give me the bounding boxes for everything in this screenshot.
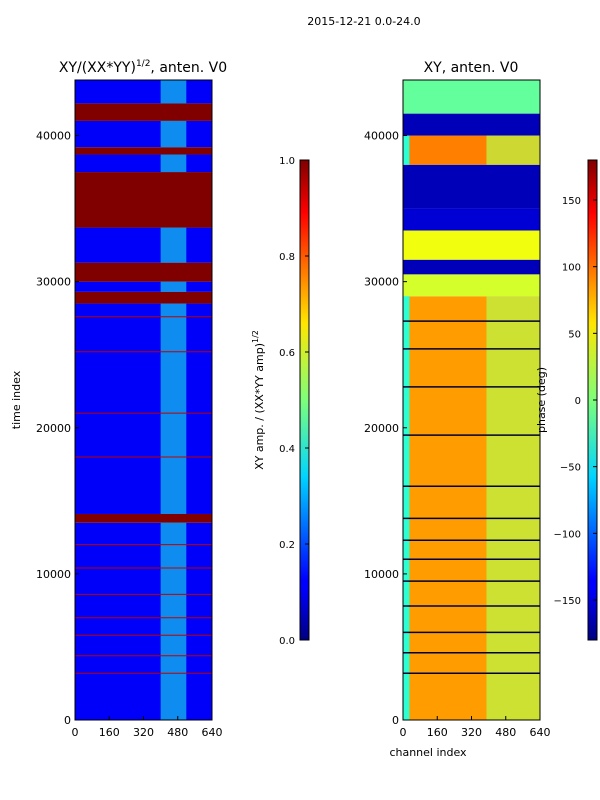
y-tick-label: 40000 — [364, 130, 399, 143]
panel-left: XY/(XX*YY)1/2, anten. V0 0 160 320 480 640 0… — [10, 59, 227, 739]
heatmap-column-band — [160, 80, 187, 104]
y-tick-label: 0 — [392, 714, 399, 727]
colorbar-left-label: XY amp. / (XX*YY amp)1/2 — [251, 330, 266, 470]
panel-left-title: XY/(XX*YY)1/2, anten. V0 — [59, 59, 227, 76]
heatmap-band — [75, 103, 212, 121]
y-tick-label: 20000 — [364, 422, 399, 435]
colorbar-tick-label: 0.2 — [279, 540, 295, 551]
panel-right-yticks: 0 10000 20000 30000 40000 — [364, 130, 407, 727]
panel-right-title: XY, anten. V0 — [424, 60, 519, 76]
y-tick-label: 40000 — [36, 130, 71, 143]
heatmap-band — [403, 274, 540, 297]
heatmap-column-band — [160, 303, 187, 514]
x-tick-label: 320 — [461, 726, 482, 739]
colorbar-tick-label: −100 — [554, 529, 581, 540]
colorbar-tick-label: 0 — [575, 396, 581, 407]
heatmap-column-band — [486, 135, 540, 165]
heatmap-column-band — [403, 135, 410, 165]
y-tick-label: 30000 — [36, 276, 71, 289]
heatmap-band — [75, 303, 212, 514]
heatmap-column-band — [160, 120, 187, 148]
colorbar-tick-label: 50 — [568, 329, 581, 340]
panel-right-xlabel: channel index — [389, 746, 467, 759]
x-tick-label: 0 — [72, 726, 79, 739]
x-tick-label: 160 — [99, 726, 120, 739]
y-tick-label: 0 — [64, 714, 71, 727]
colorbar-left-label-main: XY amp. / (XX*YY amp) — [253, 343, 266, 470]
heatmap-band — [75, 120, 212, 148]
colorbar-left-label-exp: 1/2 — [251, 330, 260, 343]
colorbar-tick-label: 150 — [562, 196, 581, 207]
y-tick-label: 30000 — [364, 276, 399, 289]
colorbar-left-gradient — [299, 159, 310, 641]
heatmap-band — [75, 154, 212, 173]
heatmap-band — [403, 208, 540, 231]
colorbar-tick-label: 0.0 — [279, 636, 295, 647]
figure-suptitle: 2015-12-21 0.0-24.0 — [307, 15, 420, 28]
colorbar-tick-label: 0.4 — [279, 444, 295, 455]
panel-right-xticks: 0 160 320 480 640 — [400, 716, 551, 739]
colorbar-tick-label: 0.8 — [279, 252, 295, 263]
heatmap-band — [75, 172, 212, 228]
y-tick-label: 20000 — [36, 422, 71, 435]
panel-right-heatmap — [403, 80, 540, 720]
heatmap-band — [403, 259, 540, 275]
colorbar-right-ticks: −150 −100 −50 0 50 100 150 — [554, 196, 597, 607]
heatmap-band — [75, 281, 212, 292]
panel-left-heatmap — [75, 80, 212, 720]
x-tick-label: 480 — [495, 726, 516, 739]
heatmap-band — [75, 291, 212, 304]
heatmap-column-band — [403, 296, 410, 720]
colorbar-right: −150 −100 −50 0 50 100 150 phase (deg) — [535, 159, 598, 641]
heatmap-column-band — [160, 281, 187, 292]
heatmap-column-band — [160, 522, 187, 720]
colorbar-tick-label: 1.0 — [279, 156, 295, 167]
panel-left-title-exp: 1/2 — [136, 59, 150, 69]
colorbar-right-label: phase (deg) — [535, 367, 548, 433]
heatmap-band — [75, 80, 212, 104]
x-tick-label: 320 — [133, 726, 154, 739]
y-tick-label: 10000 — [36, 568, 71, 581]
colorbar-tick-label: −150 — [554, 596, 581, 607]
panel-right: XY, anten. V0 0 160 320 480 640 0 10000 20000 3… — [364, 60, 551, 759]
x-tick-label: 160 — [427, 726, 448, 739]
heatmap-band — [75, 513, 212, 523]
x-tick-label: 0 — [400, 726, 407, 739]
panel-left-title-tail: , anten. V0 — [150, 60, 227, 76]
heatmap-band — [403, 113, 540, 136]
panel-left-ylabel: time index — [10, 370, 23, 429]
heatmap-band — [403, 230, 540, 260]
y-tick-label: 10000 — [364, 568, 399, 581]
heatmap-band — [75, 522, 212, 720]
heatmap-column-band — [160, 154, 187, 173]
panel-left-title-main: XY/(XX*YY) — [59, 60, 136, 76]
colorbar-tick-label: 0.6 — [279, 348, 295, 359]
heatmap-column-band — [486, 296, 540, 720]
x-tick-label: 480 — [167, 726, 188, 739]
heatmap-band — [75, 262, 212, 282]
panel-left-yticks: 0 10000 20000 30000 40000 — [36, 130, 79, 727]
heatmap-band — [75, 147, 212, 155]
heatmap-band — [403, 164, 540, 209]
colorbar-left: 0.0 0.2 0.4 0.6 0.8 1.0 XY amp. / (XX*YY amp)… — [251, 156, 310, 647]
panel-left-xticks: 0 160 320 480 640 — [72, 716, 223, 739]
colorbar-left-ticks: 0.0 0.2 0.4 0.6 0.8 1.0 — [279, 156, 309, 647]
colorbar-tick-label: −50 — [560, 463, 581, 474]
colorbar-tick-label: 100 — [562, 263, 581, 274]
heatmap-band — [403, 80, 540, 114]
x-tick-label: 640 — [530, 726, 551, 739]
x-tick-label: 640 — [202, 726, 223, 739]
heatmap-column-band — [160, 227, 187, 263]
heatmap-band — [75, 227, 212, 263]
